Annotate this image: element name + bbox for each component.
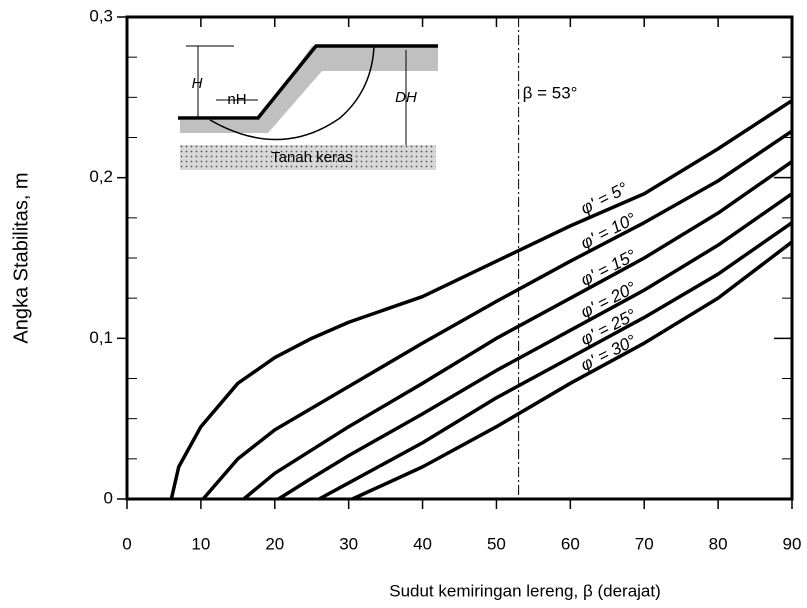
x-axis-label: Sudut kemiringan lereng, β (derajat) bbox=[389, 581, 661, 600]
curve bbox=[242, 160, 793, 501]
x-tick-label: 30 bbox=[339, 534, 358, 553]
y-tick-label: 0,1 bbox=[89, 328, 113, 347]
y-axis-label: Angka Stabilitas, m bbox=[10, 172, 32, 343]
curve bbox=[169, 99, 793, 500]
reference-label: β = 53° bbox=[523, 83, 578, 102]
slope-layer bbox=[180, 46, 438, 133]
inset-label: nH bbox=[227, 91, 246, 108]
slope-surface bbox=[178, 44, 438, 120]
x-tick-label: 80 bbox=[709, 534, 728, 553]
x-tick-label: 40 bbox=[413, 534, 432, 553]
y-tick-label: 0 bbox=[104, 488, 113, 507]
curve bbox=[351, 240, 794, 501]
curve bbox=[201, 129, 793, 501]
x-tick-label: 90 bbox=[783, 534, 802, 553]
curve bbox=[277, 192, 793, 501]
x-tick-label: 10 bbox=[191, 534, 210, 553]
x-tick-label: 20 bbox=[265, 534, 284, 553]
plot-frame bbox=[125, 15, 794, 501]
y-tick-label: 0,2 bbox=[89, 167, 113, 186]
x-tick-label: 50 bbox=[487, 534, 506, 553]
inset-label: DH bbox=[395, 89, 417, 106]
y-tick-label: 0,3 bbox=[89, 6, 113, 25]
inset-diagram: H nH DH Tanah keras bbox=[178, 44, 438, 170]
curve bbox=[318, 221, 793, 501]
x-tick-label: 0 bbox=[122, 534, 131, 553]
x-tick-label: 60 bbox=[561, 534, 580, 553]
x-tick-label: 70 bbox=[635, 534, 654, 553]
inset-label: H bbox=[192, 75, 203, 92]
hard-layer bbox=[180, 145, 436, 170]
inset-label: Tanah keras bbox=[271, 149, 353, 166]
slip-circle bbox=[209, 45, 375, 141]
